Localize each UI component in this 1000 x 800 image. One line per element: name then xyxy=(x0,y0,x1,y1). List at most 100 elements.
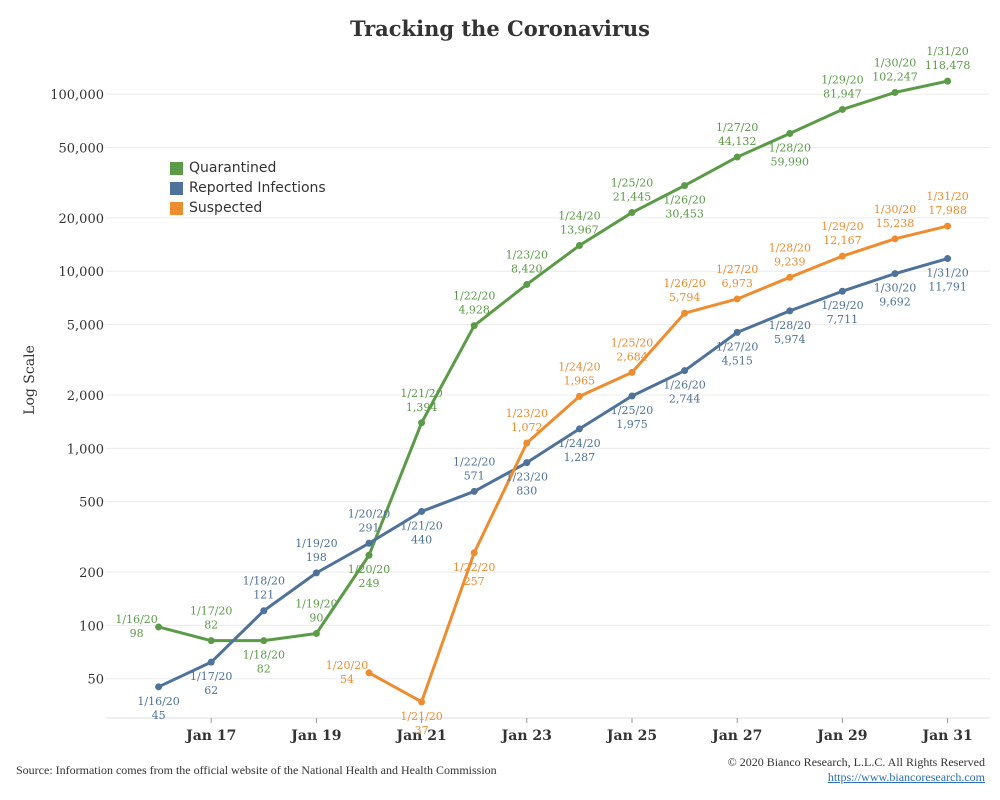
x-tick-label: Jan 19 xyxy=(289,728,341,744)
source-note: Source: Information comes from the offic… xyxy=(16,763,497,777)
data-label-value: 8,420 xyxy=(511,262,543,275)
data-label-date: 1/29/20 xyxy=(821,220,863,233)
data-point-quarantined[interactable] xyxy=(260,637,268,645)
legend-swatch-reported-infections xyxy=(170,181,183,195)
data-point-suspected[interactable] xyxy=(365,669,373,677)
x-tick-label: Jan 23 xyxy=(500,728,552,744)
data-point-quarantined[interactable] xyxy=(523,280,531,288)
data-point-quarantined[interactable] xyxy=(891,88,899,96)
data-point-reported-infections[interactable] xyxy=(365,539,373,547)
data-point-quarantined[interactable] xyxy=(838,105,846,113)
y-tick-label: 50,000 xyxy=(59,141,105,156)
data-label-value: 1,394 xyxy=(406,401,438,414)
data-point-quarantined[interactable] xyxy=(628,209,636,217)
data-point-suspected[interactable] xyxy=(575,392,583,400)
data-point-reported-infections[interactable] xyxy=(523,459,531,467)
data-label-value: 102,247 xyxy=(872,70,918,83)
data-label-value: 44,132 xyxy=(718,135,757,148)
data-point-suspected[interactable] xyxy=(838,252,846,260)
x-tick-label: Jan 25 xyxy=(605,728,657,744)
data-point-quarantined[interactable] xyxy=(786,129,794,137)
legend-swatch-quarantined xyxy=(170,161,183,175)
data-label-date: 1/31/20 xyxy=(926,45,968,58)
legend-item-reported-infections[interactable]: Reported Infections xyxy=(170,178,326,198)
data-label-date: 1/31/20 xyxy=(926,267,968,280)
data-point-reported-infections[interactable] xyxy=(681,367,689,375)
x-axis: Jan 17 Jan 19 Jan 21 Jan 23 Jan 25 Jan 27 Jan … xyxy=(106,717,990,744)
data-point-suspected[interactable] xyxy=(418,698,426,706)
data-label-value: 1,072 xyxy=(511,421,543,434)
data-label-date: 1/28/20 xyxy=(769,241,811,254)
data-label-value: 2,744 xyxy=(669,393,701,406)
data-point-quarantined[interactable] xyxy=(155,623,163,631)
data-point-reported-infections[interactable] xyxy=(260,607,268,615)
data-label-date: 1/18/20 xyxy=(243,649,285,662)
data-point-suspected[interactable] xyxy=(733,295,741,303)
data-point-suspected[interactable] xyxy=(681,309,689,317)
legend: Quarantined Reported Infections Suspecte… xyxy=(170,158,326,218)
data-point-reported-infections[interactable] xyxy=(733,328,741,336)
data-point-quarantined[interactable] xyxy=(944,77,952,85)
data-label-value: 37 xyxy=(415,724,429,737)
data-label-date: 1/26/20 xyxy=(663,194,705,207)
data-point-suspected[interactable] xyxy=(944,222,952,230)
legend-item-quarantined[interactable]: Quarantined xyxy=(170,158,326,178)
data-label-date: 1/25/20 xyxy=(611,336,653,349)
data-label-value: 257 xyxy=(464,575,485,588)
data-label-value: 4,928 xyxy=(458,304,490,317)
website-link[interactable]: https://www.biancoresearch.com xyxy=(827,770,985,784)
data-point-reported-infections[interactable] xyxy=(155,683,163,691)
data-label-date: 1/20/20 xyxy=(326,659,368,672)
x-tick-label: Jan 29 xyxy=(815,728,867,744)
legend-label-suspected: Suspected xyxy=(189,200,263,216)
data-label-value: 571 xyxy=(464,469,485,482)
data-point-quarantined[interactable] xyxy=(207,637,215,645)
data-label-date: 1/19/20 xyxy=(295,598,337,611)
data-point-reported-infections[interactable] xyxy=(470,487,478,495)
data-label-date: 1/31/20 xyxy=(926,190,968,203)
data-point-quarantined[interactable] xyxy=(418,419,426,427)
data-point-reported-infections[interactable] xyxy=(575,425,583,433)
data-point-suspected[interactable] xyxy=(523,439,531,447)
legend-label-quarantined: Quarantined xyxy=(189,160,277,176)
data-point-quarantined[interactable] xyxy=(681,182,689,190)
data-point-suspected[interactable] xyxy=(470,549,478,557)
data-point-suspected[interactable] xyxy=(891,235,899,243)
data-label-date: 1/27/20 xyxy=(716,263,758,276)
data-point-quarantined[interactable] xyxy=(365,551,373,559)
series-line-reported-infections xyxy=(157,257,949,689)
x-tick-label: Jan 27 xyxy=(710,728,762,744)
legend-item-suspected[interactable]: Suspected xyxy=(170,198,326,218)
data-point-suspected[interactable] xyxy=(628,368,636,376)
data-point-reported-infections[interactable] xyxy=(312,569,320,577)
data-label-date: 1/20/20 xyxy=(348,563,390,576)
data-point-reported-infections[interactable] xyxy=(207,658,215,666)
data-label-value: 62 xyxy=(204,684,218,697)
data-point-reported-infections[interactable] xyxy=(418,507,426,515)
data-point-reported-infections[interactable] xyxy=(944,255,952,263)
data-point-reported-infections[interactable] xyxy=(891,270,899,278)
data-point-suspected[interactable] xyxy=(786,273,794,281)
data-label-value: 4,515 xyxy=(721,354,753,367)
data-label-value: 6,973 xyxy=(721,277,753,290)
data-label-date: 1/27/20 xyxy=(716,121,758,134)
data-label-value: 30,453 xyxy=(665,208,704,221)
data-point-quarantined[interactable] xyxy=(312,630,320,638)
data-label-date: 1/21/20 xyxy=(400,387,442,400)
data-label-value: 59,990 xyxy=(771,155,810,168)
y-tick-label: 2,000 xyxy=(67,389,104,404)
data-point-reported-infections[interactable] xyxy=(838,287,846,295)
data-point-quarantined[interactable] xyxy=(575,242,583,250)
data-label-date: 1/24/20 xyxy=(558,437,600,450)
data-label-value: 830 xyxy=(516,485,537,498)
data-point-reported-infections[interactable] xyxy=(786,307,794,315)
data-label-value: 9,692 xyxy=(879,296,911,309)
data-label-value: 249 xyxy=(359,577,380,590)
data-label-date: 1/23/20 xyxy=(506,248,548,261)
data-label-value: 440 xyxy=(411,533,432,546)
data-point-quarantined[interactable] xyxy=(470,322,478,330)
data-point-quarantined[interactable] xyxy=(733,153,741,161)
data-point-reported-infections[interactable] xyxy=(628,392,636,400)
y-tick-label: 50 xyxy=(87,673,104,688)
data-label-value: 82 xyxy=(204,619,218,632)
